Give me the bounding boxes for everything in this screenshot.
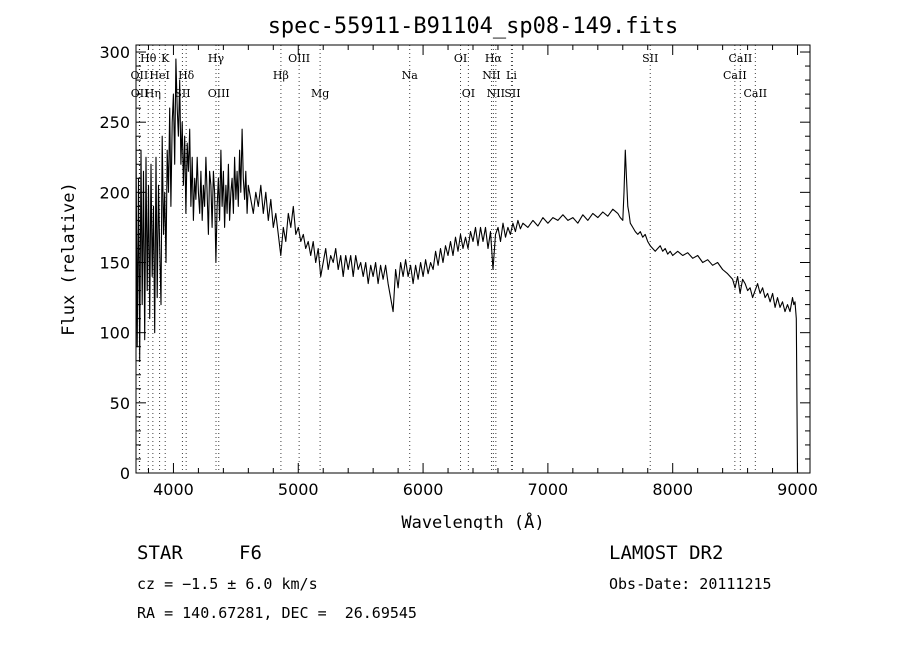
x-tick-label: 7000 bbox=[528, 480, 569, 499]
y-axis-label: Flux (relative) bbox=[59, 182, 79, 336]
x-tick-label: 9000 bbox=[777, 480, 818, 499]
spectral-line-label: K bbox=[161, 52, 170, 65]
y-tick-label: 100 bbox=[99, 324, 130, 343]
spectral-line-label: Mg bbox=[311, 87, 329, 100]
spectrum-chart: spec-55911-B91104_sp08-149.fits Hθ K Hγ OIII… bbox=[59, 14, 818, 530]
spectral-line-label: OII bbox=[131, 69, 149, 82]
spectral-line-label: NII bbox=[487, 87, 505, 100]
x-tick-label: 8000 bbox=[652, 480, 693, 499]
spectral-line-label: Li bbox=[506, 69, 517, 82]
object-subclass: F6 bbox=[239, 542, 262, 564]
y-tick-label: 250 bbox=[99, 113, 130, 132]
spectral-line-label: OI bbox=[454, 52, 467, 65]
redshift-text: cz = −1.5 ± 6.0 km/s bbox=[137, 575, 318, 593]
spectral-line-label: SII bbox=[504, 87, 520, 100]
spectrum-line bbox=[135, 58, 799, 474]
spectral-line-label: Hη bbox=[145, 87, 161, 100]
spectral-line-label: OIII bbox=[288, 52, 310, 65]
chart-title: spec-55911-B91104_sp08-149.fits bbox=[268, 14, 679, 39]
spectral-line-label: CaII bbox=[723, 69, 747, 82]
spectral-line-label: SII bbox=[642, 52, 658, 65]
spectral-line-label: Na bbox=[402, 69, 419, 82]
y-tick-label: 0 bbox=[120, 464, 130, 483]
spectral-line-label: Hθ bbox=[140, 52, 157, 65]
object-class: STAR bbox=[137, 542, 183, 564]
spectral-line-label: CaII bbox=[729, 52, 753, 65]
y-tick-label: 200 bbox=[99, 183, 130, 202]
y-tick-label: 300 bbox=[99, 43, 130, 62]
x-axis-label: Wavelength (Å) bbox=[401, 511, 544, 530]
coordinates-text: RA = 140.67281, DEC = 26.69545 bbox=[137, 604, 417, 622]
spectral-line-label: CaII bbox=[743, 87, 767, 100]
obs-date-text: Obs-Date: 20111215 bbox=[609, 575, 772, 593]
spectral-line-label: Hα bbox=[485, 52, 503, 65]
x-tick-label: 6000 bbox=[403, 480, 444, 499]
spectral-line-label: OI bbox=[462, 87, 475, 100]
spectral-line-label: Hγ bbox=[208, 52, 225, 65]
y-tick-label: 150 bbox=[99, 254, 130, 273]
y-tick-label: 50 bbox=[110, 394, 130, 413]
spectral-line-label: Hβ bbox=[273, 69, 289, 82]
spectral-line-label: Hδ bbox=[178, 69, 195, 82]
spectral-line-label: NII bbox=[482, 69, 500, 82]
spectral-line-label: OIII bbox=[208, 87, 230, 100]
x-tick-label: 4000 bbox=[153, 480, 194, 499]
spectral-line-label: SII bbox=[174, 87, 190, 100]
plot-frame bbox=[135, 44, 811, 474]
spectral-line-label: OII bbox=[131, 87, 149, 100]
spectral-line-label: HeI bbox=[149, 69, 169, 82]
x-tick-label: 5000 bbox=[278, 480, 319, 499]
survey-label: LAMOST DR2 bbox=[609, 542, 724, 564]
